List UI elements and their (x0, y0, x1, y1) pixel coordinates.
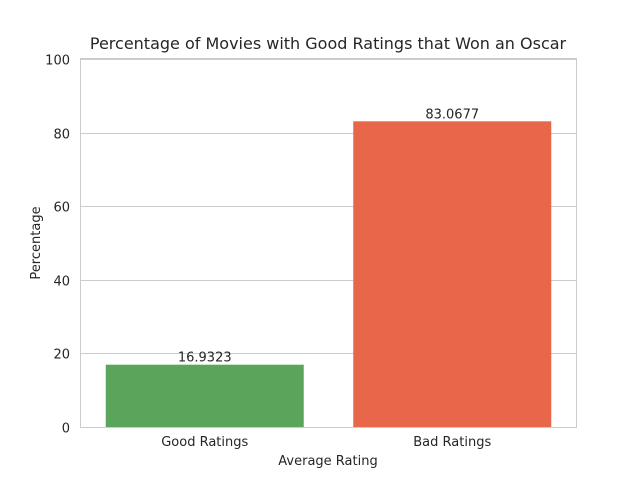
y-tick-label: 60 (53, 201, 70, 216)
y-axis-ticks: 0 20 40 60 80 100 (45, 54, 70, 437)
plot-frame (80, 58, 577, 428)
bar (105, 364, 304, 427)
data-labels: 16.9323 83.0677 (178, 107, 479, 365)
x-tick-label: Good Ratings (161, 435, 248, 450)
x-axis-ticks: Good Ratings Bad Ratings (161, 435, 491, 450)
y-axis-label: Percentage (29, 206, 44, 279)
bar-value-label: 16.9323 (178, 351, 232, 366)
y-tick-label: 40 (53, 275, 70, 290)
chart-title: Percentage of Movies with Good Ratings t… (90, 34, 567, 53)
bars (105, 121, 552, 428)
bar (353, 121, 552, 428)
bar-value-label: 83.0677 (425, 107, 479, 122)
x-tick-label: Bad Ratings (413, 435, 491, 450)
y-tick-label: 0 (62, 422, 70, 437)
y-tick-label: 80 (53, 128, 70, 143)
x-axis-label: Average Rating (278, 454, 377, 469)
y-tick-label: 20 (53, 348, 70, 363)
y-tick-label: 100 (45, 54, 70, 69)
